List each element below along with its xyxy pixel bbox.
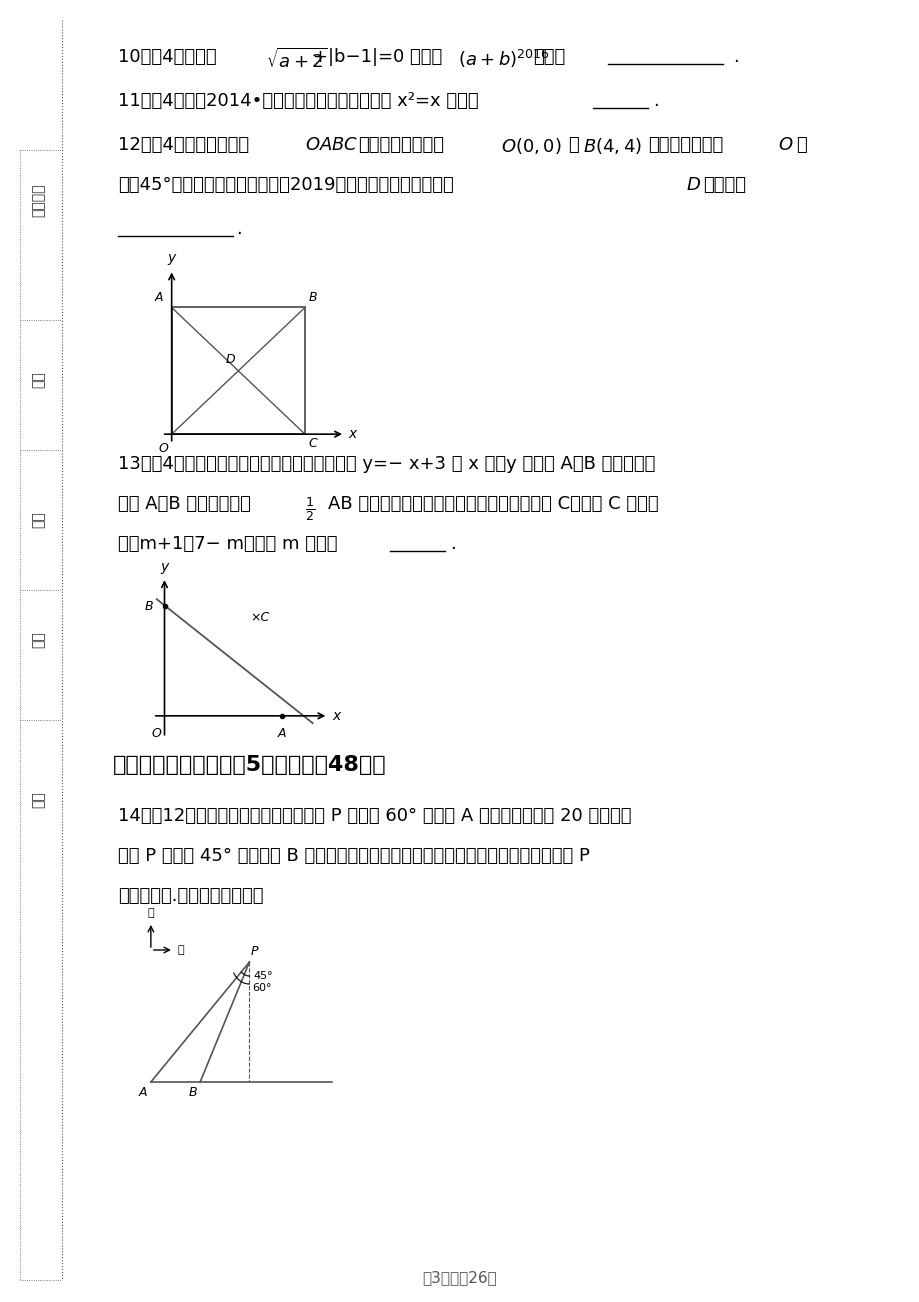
Text: 11、（4分）（2014•嘉定区二模）一元二次方程 x²=x 的解为: 11、（4分）（2014•嘉定区二模）一元二次方程 x²=x 的解为 (118, 92, 478, 109)
Text: 为（m+1，7− m），则 m 的值是: 为（m+1，7− m），则 m 的值是 (118, 535, 337, 553)
Text: 13、（4分）如图，在平面直角坐标系中，直线 y=− x+3 与 x 轴，y 轴交于 A、B 两点，分别: 13、（4分）如图，在平面直角坐标系中，直线 y=− x+3 与 x 轴，y 轴… (118, 454, 654, 473)
Text: 60°: 60° (252, 983, 271, 993)
Text: y: y (167, 251, 176, 264)
Text: P: P (251, 945, 258, 958)
Text: ×C: ×C (250, 611, 269, 624)
Text: B: B (188, 1086, 197, 1099)
Text: .: . (652, 92, 658, 109)
Text: 10、（4分）已知: 10、（4分）已知 (118, 48, 222, 66)
Text: 准考证号: 准考证号 (31, 184, 45, 216)
Text: .: . (236, 220, 242, 238)
Text: B: B (308, 292, 317, 305)
Text: 12、（4分）如图，菱形: 12、（4分）如图，菱形 (118, 135, 249, 154)
Text: 的值为: 的值为 (532, 48, 564, 66)
Text: O: O (152, 727, 162, 740)
Text: B: B (144, 600, 153, 613)
Text: $OABC$: $OABC$ (305, 135, 358, 154)
Text: 每秒45°的速度逆时针旋转，则第2019秒时，菱形两对角线交点: 每秒45°的速度逆时针旋转，则第2019秒时，菱形两对角线交点 (118, 176, 453, 194)
Text: AB 长为半径作圆弧，两弧在第一象限交于点 C，若点 C 的坐标: AB 长为半径作圆弧，两弧在第一象限交于点 C，若点 C 的坐标 (328, 495, 658, 513)
Text: 北: 北 (147, 907, 154, 918)
Text: +|b−1|=0 ，那么: +|b−1|=0 ，那么 (312, 48, 442, 66)
Text: $\frac{1}{2}$: $\frac{1}{2}$ (305, 495, 314, 523)
Text: $O(0,0)$: $O(0,0)$ (501, 135, 562, 156)
Text: y: y (160, 560, 168, 574)
Text: x: x (348, 427, 357, 441)
Text: A: A (277, 727, 286, 740)
Text: 以: 以 (795, 135, 806, 154)
Text: x: x (332, 708, 340, 723)
Text: 姓名: 姓名 (31, 512, 45, 529)
Text: $O$: $O$ (777, 135, 792, 154)
Text: 的坐标为: 的坐标为 (702, 176, 745, 194)
Text: C: C (308, 437, 317, 450)
Text: 学校: 学校 (31, 792, 45, 809)
Text: 的两个顶点坐标为: 的两个顶点坐标为 (357, 135, 444, 154)
Text: .: . (732, 48, 738, 66)
Text: 三、解答题（本大题共5个小题，共48分）: 三、解答题（本大题共5个小题，共48分） (113, 755, 386, 775)
Text: $B(4,4)$: $B(4,4)$ (583, 135, 641, 156)
Text: $(a+b)^{2016}$: $(a+b)^{2016}$ (458, 48, 550, 70)
Text: $D$: $D$ (686, 176, 700, 194)
Text: A: A (154, 292, 164, 305)
Text: A: A (139, 1086, 147, 1099)
Text: 以点 A、B 为圆心，大于: 以点 A、B 为圆心，大于 (118, 495, 251, 513)
Text: 45°: 45° (253, 971, 273, 980)
Text: 考场: 考场 (31, 371, 45, 388)
Text: ，: ， (567, 135, 578, 154)
Text: 东: 东 (177, 945, 184, 954)
Text: ，若将菱形绕点: ，若将菱形绕点 (647, 135, 722, 154)
Text: .: . (449, 535, 455, 553)
Text: D: D (225, 353, 234, 366)
Text: 灯塔 P 南偏西 45° 方向上的 B 处，若轮船继续沿正东方向航行，求轮船航行途中与灯塔 P: 灯塔 P 南偏西 45° 方向上的 B 处，若轮船继续沿正东方向航行，求轮船航行… (118, 848, 589, 865)
Text: O: O (158, 443, 168, 456)
Text: 的最短距离.（结果保留根号）: 的最短距离.（结果保留根号） (118, 887, 263, 905)
Text: $\sqrt{a+2}$: $\sqrt{a+2}$ (266, 48, 327, 72)
Text: 第3页，共26页: 第3页，共26页 (422, 1269, 497, 1285)
Text: 14、（12分）如图，一艘轮船位于灯塔 P 南偏西 60° 方向的 A 处，它向东航行 20 海里到达: 14、（12分）如图，一艘轮船位于灯塔 P 南偏西 60° 方向的 A 处，它向… (118, 807, 630, 825)
Text: 班级: 班级 (31, 631, 45, 648)
